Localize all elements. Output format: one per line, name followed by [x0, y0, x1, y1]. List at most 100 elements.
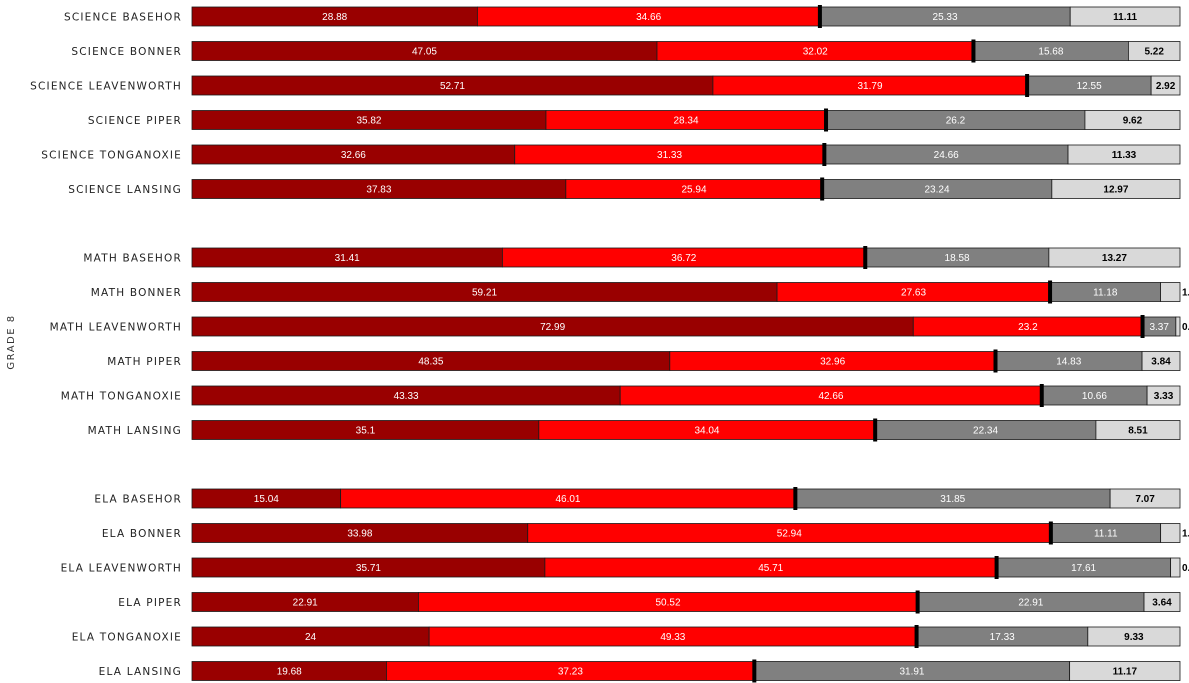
- data-label: 22.91: [1018, 598, 1043, 609]
- bar-segment: [1069, 6, 1181, 27]
- data-label: 59.21: [472, 288, 497, 299]
- threshold-divider: [1039, 384, 1044, 407]
- data-label: 11.11: [1113, 12, 1137, 23]
- side-axis-label: GRADE 8: [6, 314, 17, 369]
- threshold-divider: [1140, 315, 1145, 338]
- bar-segment: [1084, 110, 1181, 130]
- threshold-divider: [915, 590, 920, 614]
- threshold-divider: [817, 5, 822, 28]
- row-label: SCIENCE TONGANOXIE: [41, 150, 182, 162]
- data-label: 3.33: [1154, 391, 1174, 402]
- chart-rows: SCIENCE BASEHOR 28.88 34.66 25.33 11.11 SCIEN…: [30, 5, 1189, 683]
- threshold-divider: [793, 487, 798, 510]
- bar-segment: [1109, 488, 1181, 509]
- data-label: 3.84: [1151, 357, 1171, 368]
- data-label: 22.91: [293, 598, 318, 609]
- threshold-divider: [1048, 280, 1053, 304]
- data-label: 34.04: [694, 426, 719, 437]
- data-label: 15.68: [1038, 47, 1063, 58]
- threshold-divider: [873, 418, 878, 442]
- data-label: 0.42: [1182, 322, 1189, 333]
- bar-segment: [1170, 557, 1181, 578]
- data-label: 25.33: [933, 12, 958, 23]
- data-label: 15.04: [254, 494, 279, 505]
- bar-segment: [1143, 592, 1181, 612]
- data-label: 18.58: [945, 253, 970, 264]
- data-label: 7.07: [1135, 494, 1155, 505]
- threshold-divider: [752, 659, 757, 683]
- row-label: ELA TONGANOXIE: [72, 632, 182, 644]
- data-label: 27.63: [901, 288, 926, 299]
- data-label: 42.66: [818, 391, 843, 402]
- row-label: ELA LEAVENWORTH: [61, 563, 182, 575]
- data-label: 2.92: [1156, 81, 1176, 92]
- data-label: 28.34: [673, 116, 698, 127]
- data-label: 37.23: [558, 667, 583, 678]
- data-label: 5.22: [1144, 47, 1164, 58]
- data-label: 43.33: [394, 391, 419, 402]
- data-label: 11.11: [1094, 529, 1118, 540]
- bar-segment: [1175, 316, 1181, 337]
- data-label: 9.33: [1124, 632, 1144, 643]
- data-label: 35.82: [356, 116, 381, 127]
- threshold-divider: [822, 143, 827, 166]
- row-label: MATH LANSING: [88, 425, 182, 437]
- bar-segment: [1095, 420, 1181, 440]
- data-label: 26.2: [946, 116, 966, 127]
- row-label: SCIENCE LEAVENWORTH: [30, 81, 182, 93]
- data-label: 24.66: [934, 150, 959, 161]
- threshold-divider: [993, 349, 998, 373]
- threshold-divider: [1048, 521, 1053, 545]
- bar-segment: [1160, 523, 1181, 543]
- data-label: 50.52: [655, 598, 680, 609]
- data-label: 3.37: [1149, 322, 1169, 333]
- bar-segment: [1146, 385, 1181, 406]
- data-label: 49.33: [660, 632, 685, 643]
- row-label: ELA BASEHOR: [94, 494, 182, 506]
- threshold-divider: [914, 625, 919, 648]
- row-label: SCIENCE LANSING: [68, 184, 182, 196]
- threshold-divider: [863, 246, 868, 269]
- data-label: 35.1: [356, 426, 376, 437]
- data-label: 34.66: [636, 12, 661, 23]
- bar-segment: [1128, 41, 1181, 61]
- data-label: 11.33: [1112, 150, 1137, 161]
- row-label: ELA BONNER: [102, 528, 182, 540]
- data-label: 3.64: [1152, 598, 1172, 609]
- data-label: 19.68: [277, 667, 302, 678]
- threshold-divider: [820, 177, 825, 201]
- data-label: 31.41: [335, 253, 360, 264]
- row-label: ELA PIPER: [118, 597, 182, 609]
- bar-segment: [1069, 661, 1181, 681]
- data-label: 47.05: [412, 47, 437, 58]
- row-label: MATH LEAVENWORTH: [50, 322, 182, 334]
- data-label: 11.17: [1113, 667, 1138, 678]
- bar-segment: [1150, 75, 1181, 96]
- data-label: 10.66: [1082, 391, 1107, 402]
- data-label: 1.97: [1182, 288, 1189, 299]
- row-label: SCIENCE PIPER: [88, 115, 182, 127]
- data-label: 33.98: [347, 529, 372, 540]
- bar-segment: [1051, 179, 1181, 199]
- threshold-divider: [971, 39, 976, 63]
- bar-segment: [1087, 626, 1181, 647]
- data-label: 22.34: [973, 426, 998, 437]
- data-label: 11.18: [1093, 288, 1118, 299]
- data-label: 0.95: [1182, 563, 1189, 574]
- row-label: ELA LANSING: [99, 666, 182, 678]
- data-label: 12.97: [1103, 185, 1128, 196]
- data-label: 1.96: [1182, 529, 1189, 540]
- data-label: 25.94: [681, 185, 706, 196]
- data-label: 28.88: [322, 12, 347, 23]
- data-label: 52.71: [440, 81, 465, 92]
- data-label: 36.72: [671, 253, 696, 264]
- data-label: 46.01: [555, 494, 580, 505]
- row-label: SCIENCE BONNER: [71, 46, 182, 58]
- data-label: 13.27: [1102, 253, 1127, 264]
- data-label: 31.79: [858, 81, 883, 92]
- data-label: 23.2: [1018, 322, 1038, 333]
- data-label: 24: [305, 632, 317, 643]
- data-label: 32.96: [820, 357, 845, 368]
- data-label: 23.24: [924, 185, 949, 196]
